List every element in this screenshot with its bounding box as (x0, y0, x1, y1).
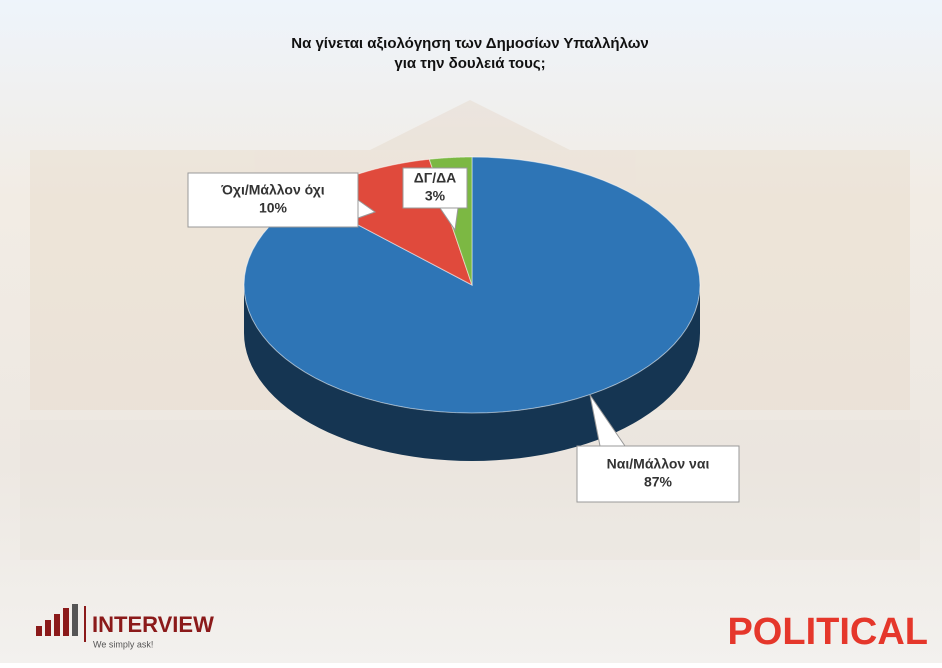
category-label: ΔΓ/ΔΑ (414, 170, 457, 186)
logo-text: INTERVIEW (92, 612, 214, 637)
logo-right: POLITICAL (727, 611, 928, 653)
value-label: 10% (259, 200, 288, 216)
category-label: Ναι/Μάλλον ναι (607, 456, 710, 472)
label-box (187, 172, 359, 228)
pie-slice-side (244, 285, 700, 461)
logo-tagline: We simply ask! (93, 639, 153, 649)
label-box (402, 167, 468, 209)
value-label: 3% (425, 188, 446, 204)
value-label: 87% (644, 474, 673, 490)
category-label: Όχι/Μάλλον όχι (220, 182, 324, 198)
label-box (576, 445, 740, 503)
chart-title: για την δουλειά τους; (394, 55, 545, 72)
chart-title: Να γίνεται αξιολόγηση των Δημοσίων Υπαλλ… (291, 35, 649, 52)
logo-left: INTERVIEW We simply ask! (36, 604, 214, 649)
labels: Ναι/Μάλλον ναι 87% Όχι/Μάλλον όχι 10% ΔΓ/ΔΑ 3… (187, 167, 740, 503)
